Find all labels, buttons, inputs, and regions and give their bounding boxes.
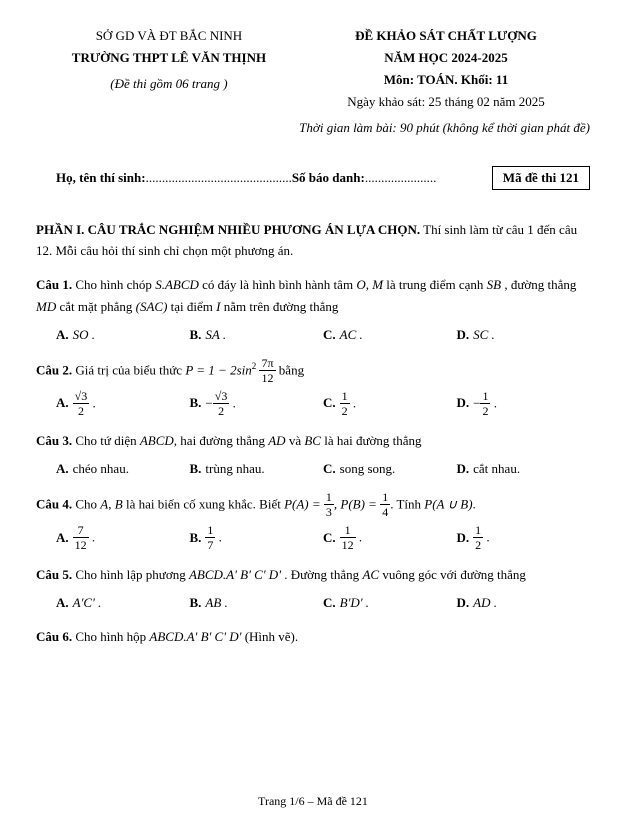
- school-year: NĂM HỌC 2024-2025: [302, 50, 590, 66]
- question-1: Câu 1. Cho hình chóp S.ABCD có đáy là hì…: [36, 274, 590, 346]
- q2-options: A.√32 . B.−√32 . C.12 . D.−12 .: [36, 391, 590, 418]
- page-footer: Trang 1/6 – Mã đề 121: [0, 794, 626, 809]
- subject-line: Môn: TOÁN. Khối: 11: [302, 72, 590, 88]
- q1-options: A.SO . B.SA . C.AC . D.SC .: [36, 324, 590, 346]
- q3-options: A.chéo nhau. B.trùng nhau. C.song song. …: [36, 458, 590, 480]
- candidate-info-row: Họ, tên thí sinh: ......................…: [36, 166, 590, 190]
- exam-code-box: Mã đề thi 121: [492, 166, 590, 190]
- dept-line: SỞ GD VÀ ĐT BẮC NINH: [36, 28, 302, 44]
- school-name: TRƯỜNG THPT LÊ VĂN THỊNH: [36, 50, 302, 66]
- sbd-dots: ......................: [365, 170, 437, 186]
- page-count-note: (Đề thi gồm 06 trang ): [36, 76, 302, 92]
- sbd-label: Số báo danh:: [292, 170, 365, 186]
- name-label: Họ, tên thí sinh:: [56, 170, 146, 186]
- section-title: PHẦN I. CÂU TRẮC NGHIỆM NHIỀU PHƯƠNG ÁN …: [36, 222, 420, 237]
- section-intro: PHẦN I. CÂU TRẮC NGHIỆM NHIỀU PHƯƠNG ÁN …: [36, 220, 590, 262]
- question-5: Câu 5. Cho hình lập phương ABCD.A' B' C'…: [36, 564, 590, 614]
- duration-line: Thời gian làm bài: 90 phút (không kể thờ…: [36, 120, 590, 136]
- q5-options: A.A'C' . B.AB . C.B'D' . D.AD .: [36, 592, 590, 614]
- q4-options: A.712 . B.17 . C.112 . D.12 .: [36, 525, 590, 552]
- name-dots: ........................................…: [146, 170, 292, 186]
- header-right: ĐỀ KHẢO SÁT CHẤT LƯỢNG NĂM HỌC 2024-2025…: [302, 28, 590, 116]
- exam-date: Ngày khảo sát: 25 tháng 02 năm 2025: [302, 94, 590, 110]
- question-6: Câu 6. Cho hình hộp ABCD.A' B' C' D' (Hì…: [36, 626, 590, 648]
- question-4: Câu 4. Cho A, B là hai biến cố xung khắc…: [36, 492, 590, 552]
- question-3: Câu 3. Cho tứ diện ABCD, hai đường thẳng…: [36, 430, 590, 480]
- exam-title: ĐỀ KHẢO SÁT CHẤT LƯỢNG: [302, 28, 590, 44]
- question-2: Câu 2. Giá trị của biểu thức P = 1 − 2si…: [36, 358, 590, 418]
- header-left: SỞ GD VÀ ĐT BẮC NINH TRƯỜNG THPT LÊ VĂN …: [36, 28, 302, 116]
